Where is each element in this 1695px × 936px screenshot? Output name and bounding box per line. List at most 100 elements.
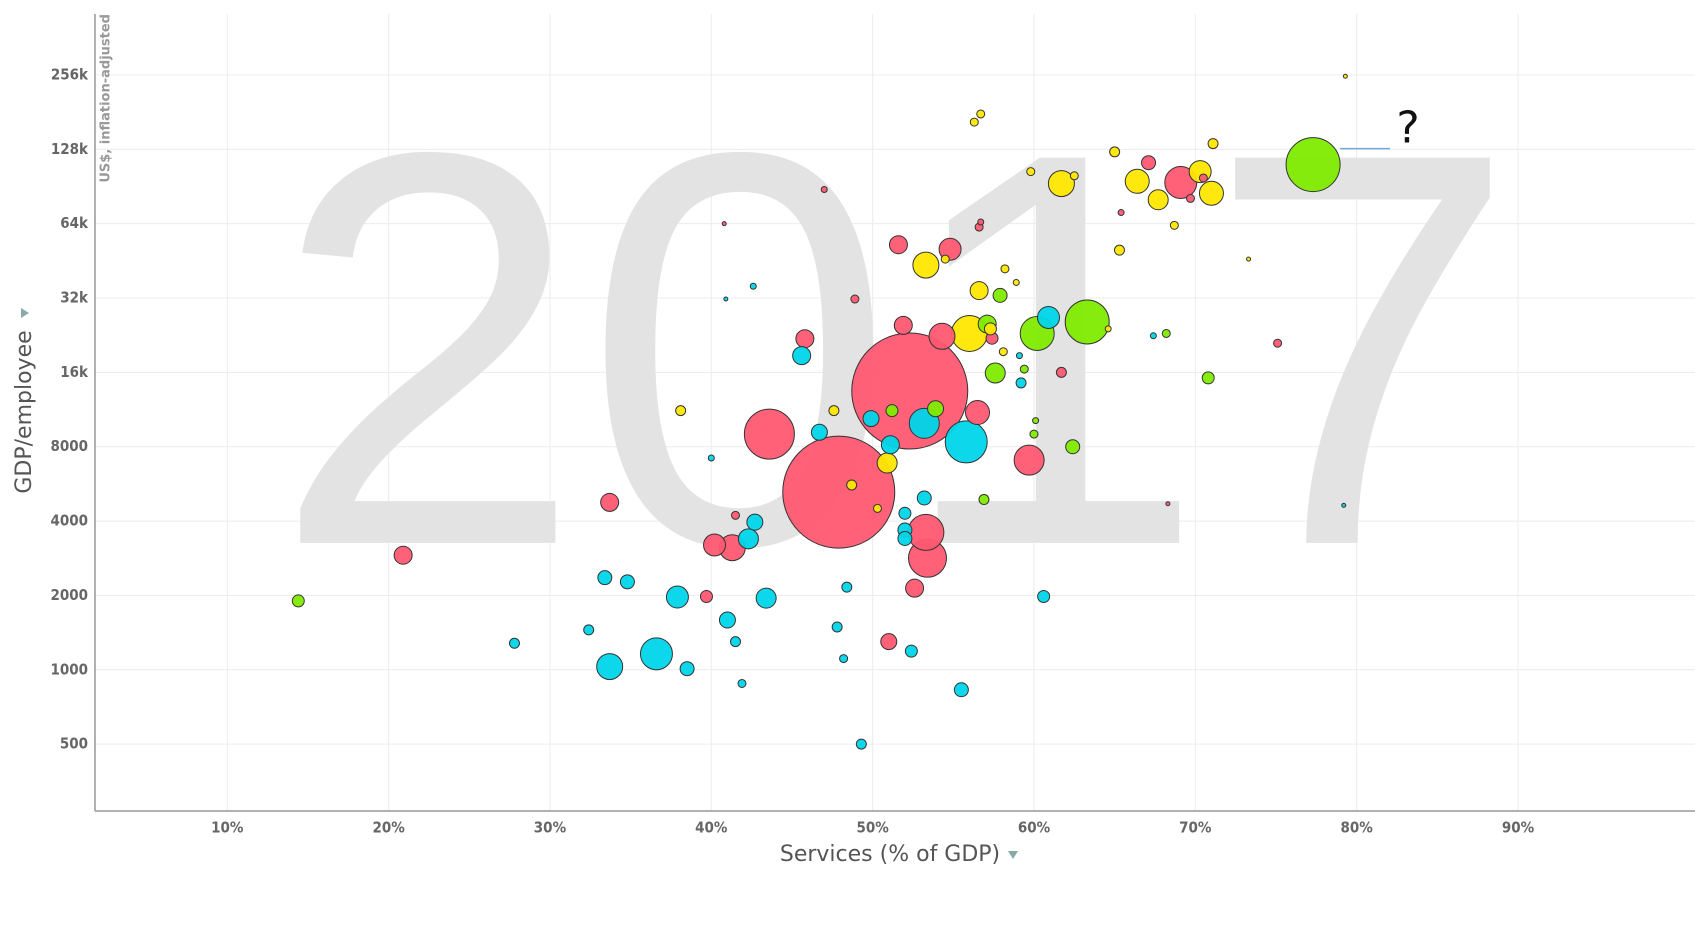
bubble [723, 296, 729, 302]
x-tick-label: 40% [695, 819, 728, 837]
x-tick-label: 50% [856, 819, 889, 837]
bubble [969, 117, 979, 127]
bubble [1124, 168, 1150, 194]
bubble [707, 454, 715, 462]
bubble [880, 435, 900, 455]
bubble [596, 653, 624, 681]
bubble [699, 589, 713, 603]
bubble [1036, 305, 1060, 329]
bubble [1104, 325, 1112, 333]
y-tick-label: 1000 [50, 660, 88, 678]
bubbles [291, 73, 1348, 750]
bubble [743, 408, 795, 460]
bubble [703, 533, 727, 557]
bubble [976, 109, 986, 119]
bubble [1055, 366, 1067, 378]
bubble [1064, 299, 1110, 345]
x-tick-label: 20% [372, 819, 405, 837]
y-tick-label: 8000 [50, 437, 88, 455]
bubble [904, 644, 918, 658]
bubble [1065, 439, 1081, 455]
bubble [810, 423, 828, 441]
bubble [992, 287, 1008, 303]
bubble [885, 404, 899, 418]
bubble [1069, 171, 1079, 181]
bubble [1013, 444, 1045, 476]
bubble [839, 654, 849, 664]
x-tick-label: 10% [211, 819, 244, 837]
bubble [583, 624, 595, 636]
bubble [1342, 73, 1348, 79]
bubble [1117, 209, 1125, 217]
bubble [841, 581, 853, 593]
bubble [912, 251, 940, 279]
bubble [291, 594, 305, 608]
bubble [749, 282, 757, 290]
bubble [855, 738, 867, 750]
bubble [1012, 278, 1020, 286]
bubble [998, 347, 1008, 357]
bubble [1165, 501, 1171, 507]
x-tick-label: 70% [1179, 819, 1212, 837]
bubble [1141, 155, 1157, 171]
bubble [1207, 138, 1219, 150]
bubble [755, 587, 777, 609]
bubble [953, 682, 969, 698]
x-tick-label: 90% [1502, 819, 1535, 837]
x-tick-label: 30% [534, 819, 567, 837]
bubble [1037, 589, 1051, 603]
bubble [1147, 189, 1169, 211]
y-tick-label: 500 [60, 735, 88, 753]
bubble [737, 678, 747, 688]
bubble [928, 322, 956, 350]
bubble [675, 405, 687, 417]
bubble [1198, 173, 1208, 183]
bubble [1273, 338, 1283, 348]
bubble [893, 315, 913, 335]
bubble [1015, 377, 1027, 389]
bubble [1113, 244, 1125, 256]
bubble [639, 637, 673, 671]
bubble [737, 528, 759, 550]
y-tick-label: 256k [51, 65, 89, 83]
bubble [907, 513, 945, 551]
bubble [862, 410, 880, 428]
bubble [731, 510, 741, 520]
bubble [665, 585, 689, 609]
bubble [1169, 220, 1179, 230]
bubble [782, 435, 896, 549]
bubble [905, 578, 925, 598]
bubble [846, 479, 858, 491]
bubble [831, 621, 843, 633]
bubble [597, 570, 613, 586]
bubble [965, 400, 991, 426]
y-axis-note: US$, inflation-adjusted [99, 14, 114, 183]
bubble [746, 513, 764, 531]
annotation-label: ? [1396, 103, 1419, 154]
bubble [600, 492, 620, 512]
x-axis-title[interactable]: Services (% of GDP) [780, 842, 1000, 867]
bubble [969, 281, 989, 301]
bubble [795, 329, 815, 349]
bubble [850, 294, 860, 304]
bubble [978, 494, 990, 506]
bubble [977, 218, 985, 226]
y-tick-label: 2000 [50, 586, 88, 604]
x-tick-label: 80% [1340, 819, 1373, 837]
y-tick-label: 128k [51, 140, 89, 158]
bubble [1149, 332, 1157, 340]
bubble [1185, 193, 1195, 203]
x-axis-menu-arrow[interactable] [1008, 851, 1018, 859]
bubble [393, 545, 413, 565]
bubble [1015, 352, 1023, 360]
bubble [1019, 364, 1029, 374]
y-axis-title[interactable]: GDP/employee [12, 330, 37, 493]
bubble [944, 420, 988, 464]
bubble [888, 235, 908, 255]
bubble [872, 503, 882, 513]
bubble [679, 661, 695, 677]
bubble [927, 400, 945, 418]
y-axis-menu-arrow[interactable] [21, 308, 29, 318]
